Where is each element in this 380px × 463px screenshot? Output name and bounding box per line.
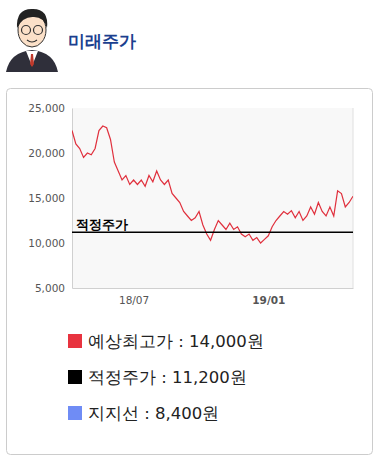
y-tick: 20,000 — [28, 147, 72, 159]
avatar-tie — [30, 54, 34, 67]
avatar-hair — [17, 9, 47, 28]
price-line — [72, 126, 353, 243]
y-tick: 10,000 — [28, 237, 72, 249]
panel — [7, 89, 373, 455]
legend-swatch — [68, 406, 82, 420]
y-tick: 5,000 — [35, 282, 72, 294]
x-tick: 18/07 — [119, 288, 149, 306]
x-tick-label: 19/01 — [252, 294, 285, 306]
y-tick-label: 25,000 — [28, 102, 65, 114]
plot-background — [72, 108, 353, 288]
avatar-glass — [22, 26, 31, 35]
x-tick: 19/01 — [252, 288, 285, 306]
x-axis-line — [73, 288, 354, 289]
data — [72, 126, 353, 243]
reference-label: 적정주가 — [76, 217, 128, 232]
avatar — [6, 9, 58, 72]
x-axis: 18/07 19/01 — [73, 288, 354, 306]
y-tick-label: 10,000 — [28, 237, 65, 249]
y-tick-label: 5,000 — [35, 282, 65, 294]
y-tick-label: 15,000 — [28, 192, 65, 204]
y-tick-label: 20,000 — [28, 147, 65, 159]
y-axis: 5,000 10,000 15,000 20,000 25,000 — [28, 102, 72, 294]
y-tick: 25,000 — [28, 102, 72, 114]
avatar-body — [6, 50, 58, 72]
legend-label: 지지선 : 8,400원 — [88, 404, 219, 423]
avatar-mouth — [27, 40, 37, 42]
y-tick: 15,000 — [28, 192, 72, 204]
avatar-shirt — [26, 51, 38, 66]
plot-frame — [353, 108, 354, 288]
legend-swatch — [68, 370, 82, 384]
legend: 예상최고가 : 14,000원적정주가 : 11,200원지지선 : 8,400… — [68, 332, 264, 423]
legend-label: 예상최고가 : 14,000원 — [88, 332, 264, 351]
legend-swatch — [68, 334, 82, 348]
title: 미래주가 — [68, 31, 136, 51]
page: 미래주가 5,000 10,000 15,000 20,000 25,000 18/07 19… — [0, 0, 380, 463]
avatar-glass — [34, 26, 43, 35]
x-tick-label: 18/07 — [119, 294, 149, 306]
legend-label: 적정주가 : 11,200원 — [88, 368, 247, 387]
